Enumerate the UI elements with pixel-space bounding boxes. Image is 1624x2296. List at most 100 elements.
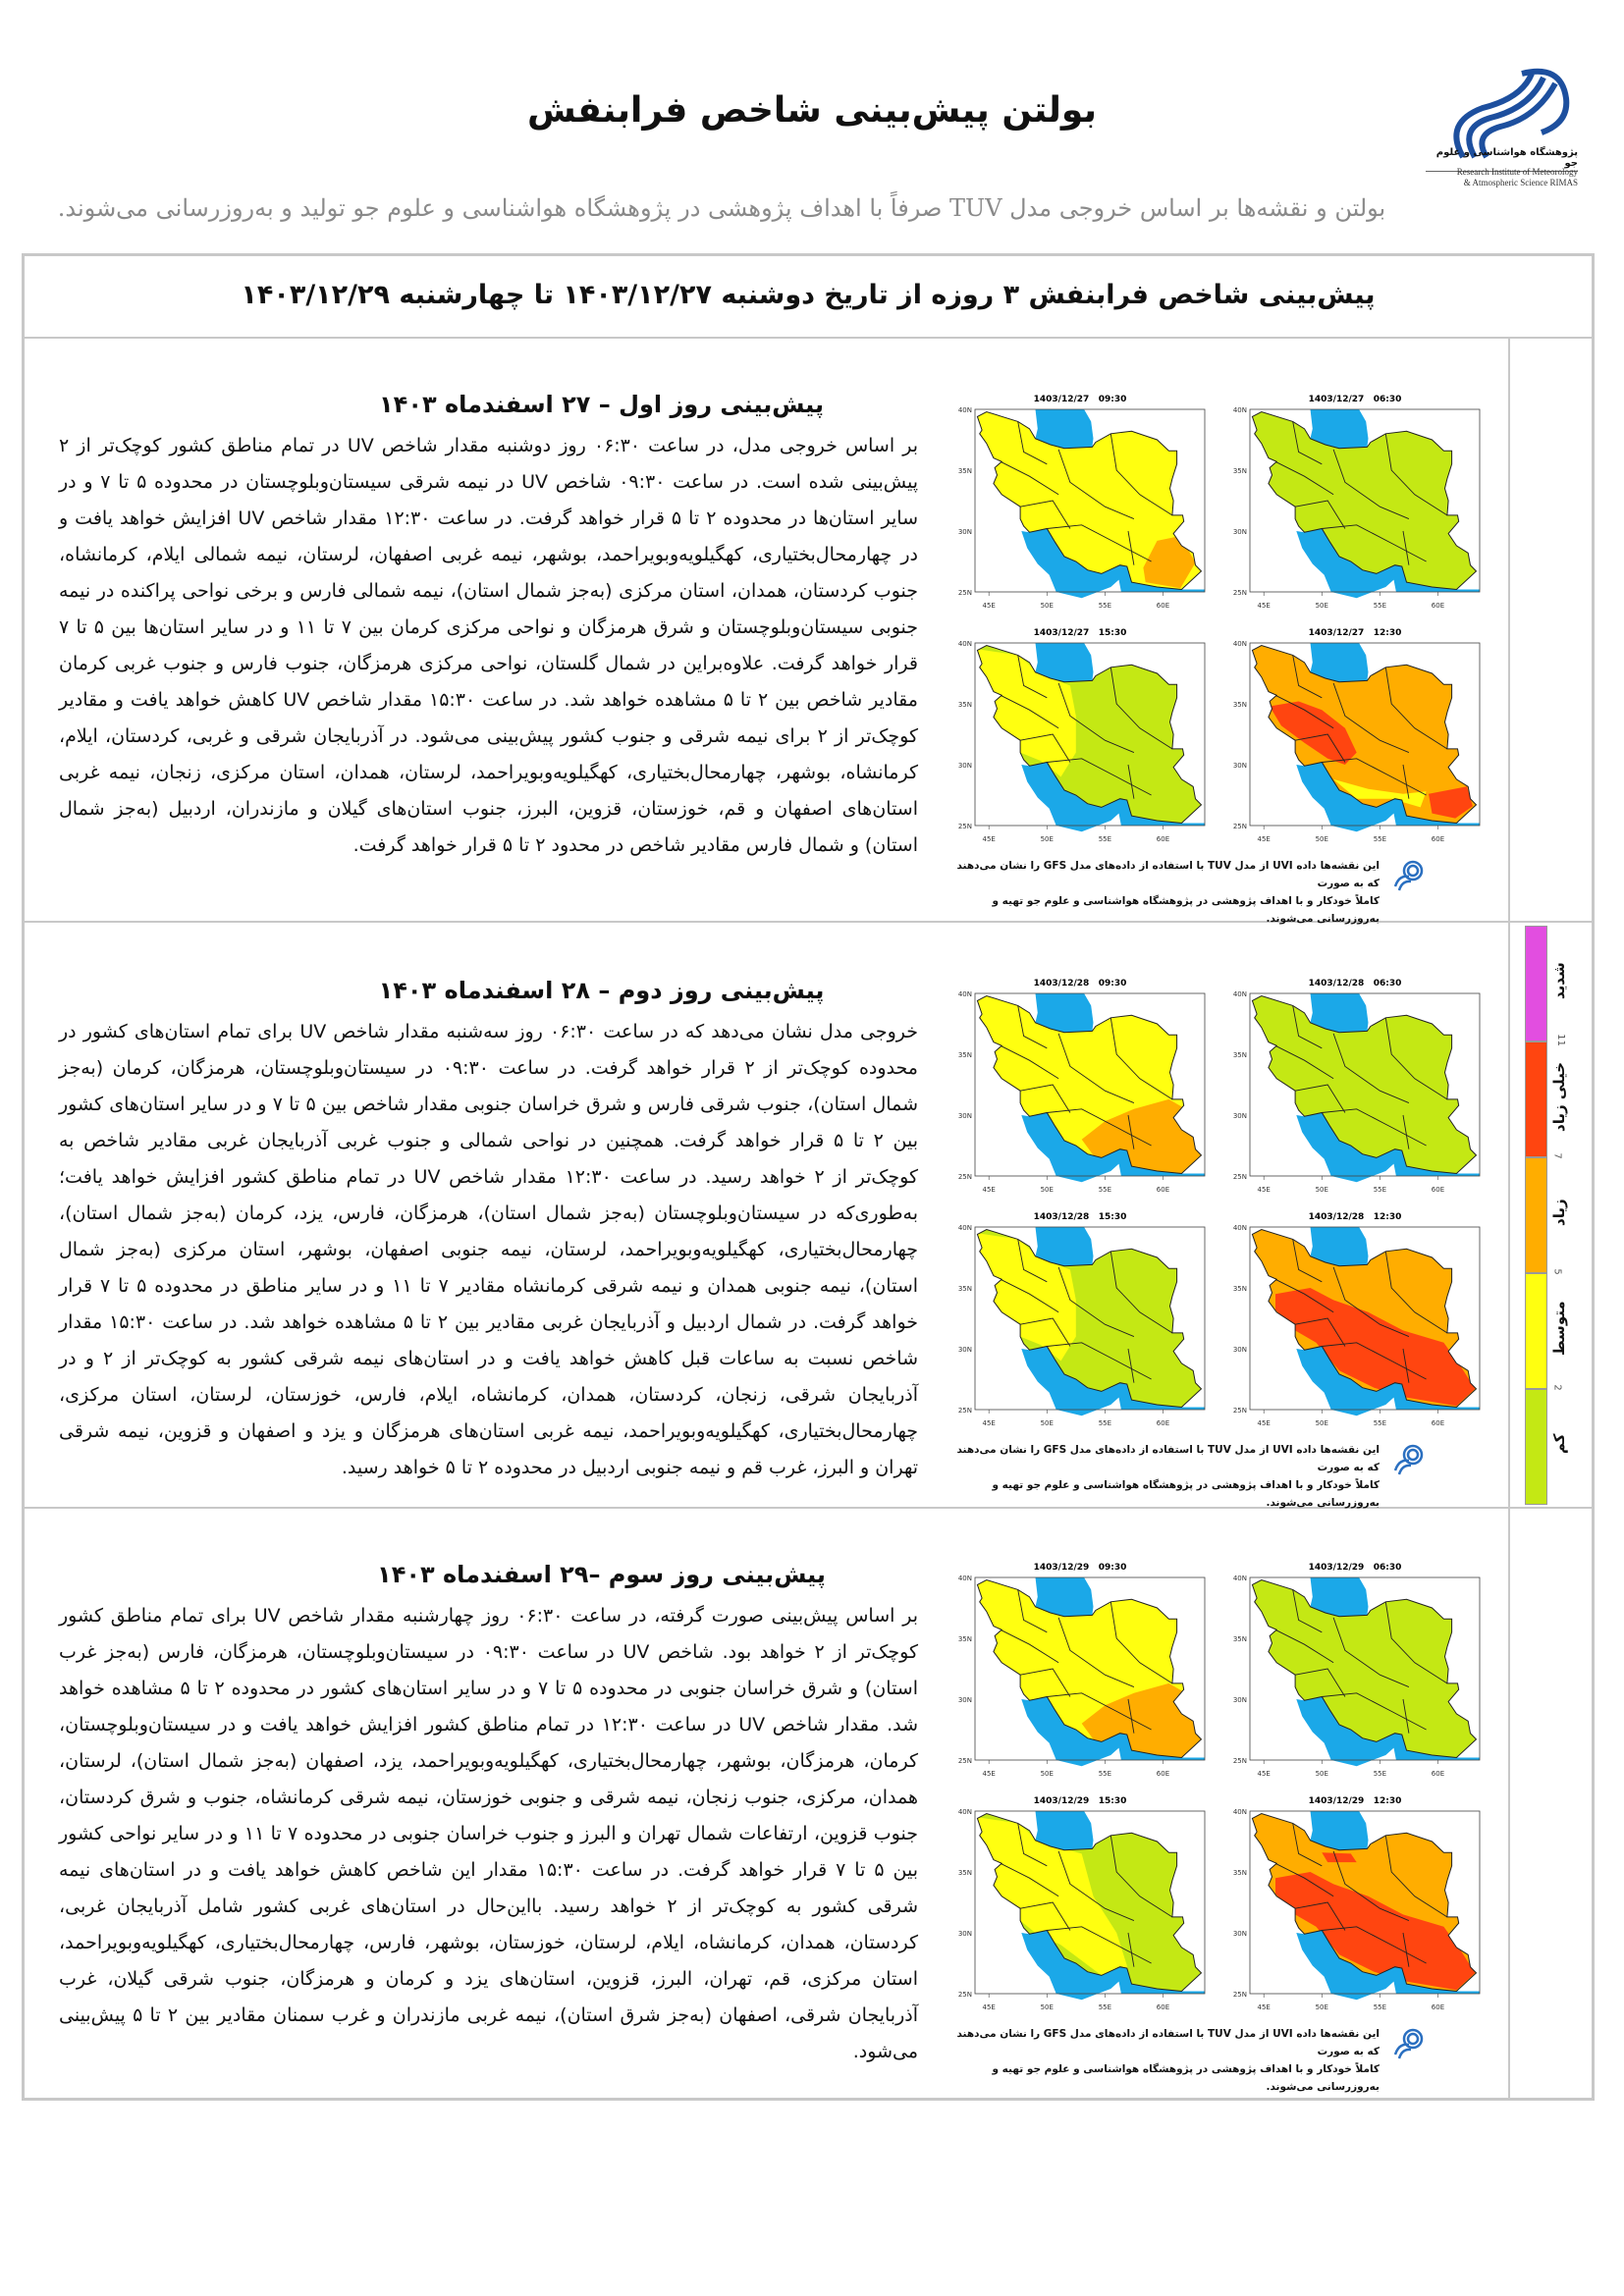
lat-tick-label: 30N bbox=[1233, 1112, 1247, 1120]
province-border bbox=[1127, 764, 1135, 799]
lon-tick-label: 45E bbox=[1258, 602, 1271, 610]
province-border bbox=[1020, 1317, 1071, 1347]
uv-level-area-very_high bbox=[1275, 1872, 1476, 1991]
province-border bbox=[1274, 1278, 1334, 1313]
lat-tick-label: 30N bbox=[958, 1696, 972, 1704]
day-forecast-text: بر اساس پیش‌بینی صورت گرفته، در ساعت ۰۶:… bbox=[59, 1605, 919, 2062]
lat-tick-label: 35N bbox=[1233, 1635, 1247, 1643]
map-caption-line1: این نقشه‌ها داده UVI از مدل TUV با استفا… bbox=[956, 1444, 1380, 1473]
map-frame bbox=[974, 1576, 1206, 1761]
uv-map-panel: 1403/12/27 09:30 40N 35N 30N 25N 45E 50E 55E 60E bbox=[947, 388, 1213, 623]
lat-tick-label: 25N bbox=[958, 823, 972, 830]
lat-tick-label: 30N bbox=[1233, 762, 1247, 770]
province-border bbox=[1402, 1348, 1410, 1383]
province-border bbox=[1295, 500, 1346, 529]
legend-threshold: 2 bbox=[1551, 1384, 1563, 1391]
map-timestamp: 1403/12/29 09:30 bbox=[1034, 1563, 1127, 1573]
lat-tick-label: 25N bbox=[1233, 1407, 1247, 1415]
legend-label-moderate: متوسط bbox=[1550, 1301, 1568, 1356]
lat-tick-label: 35N bbox=[1233, 1051, 1247, 1059]
lat-tick-label: 25N bbox=[958, 1991, 972, 1999]
province-border bbox=[1047, 1342, 1152, 1380]
persian-gulf bbox=[1021, 528, 1205, 599]
lat-tick-label: 30N bbox=[1233, 1696, 1247, 1704]
lon-tick-label: 50E bbox=[1041, 602, 1054, 610]
day-forecast-text: خروجی مدل نشان می‌دهد که در ساعت ۰۶:۳۰ ر… bbox=[59, 1021, 919, 1478]
legend-threshold: 11 bbox=[1554, 1034, 1566, 1046]
lat-tick-label: 35N bbox=[1233, 701, 1247, 709]
province-border bbox=[1274, 1044, 1334, 1080]
province-border bbox=[1295, 733, 1346, 763]
lon-tick-label: 55E bbox=[1099, 1186, 1111, 1194]
province-border bbox=[1332, 1850, 1410, 1922]
lon-tick-label: 55E bbox=[1099, 1770, 1111, 1778]
uv-map: 1403/12/27 06:30 40N 35N 30N 25N 45E 50E 55E 60E bbox=[1233, 395, 1481, 610]
province-border bbox=[1332, 1617, 1410, 1688]
map-frame bbox=[974, 1226, 1206, 1411]
lon-tick-label: 55E bbox=[1374, 2003, 1386, 2011]
uv-level-area-high bbox=[1143, 536, 1196, 589]
caspian-sea bbox=[1310, 409, 1369, 449]
legend-threshold: 7 bbox=[1551, 1152, 1563, 1159]
uv-map-panel: 1403/12/27 15:30 40N 35N 30N 25N 45E 50E 55E 60E bbox=[947, 621, 1213, 857]
lon-tick-label: 45E bbox=[1258, 1419, 1271, 1427]
persian-gulf bbox=[1021, 1112, 1205, 1183]
country-border bbox=[976, 994, 1203, 1175]
map-caption-line2: کاملاً خودکار و با اهداف پژوهشی در پژوهش… bbox=[992, 895, 1380, 925]
province-border bbox=[1017, 655, 1048, 699]
map-frame bbox=[1249, 642, 1481, 827]
province-border bbox=[1292, 655, 1323, 699]
province-border bbox=[1020, 733, 1071, 763]
province-border bbox=[1384, 1835, 1448, 1918]
caspian-sea bbox=[1035, 409, 1094, 449]
uv-map: 1403/12/28 15:30 40N 35N 30N 25N 45E 50E 55E 60E bbox=[958, 1212, 1206, 1427]
province-border bbox=[1295, 1084, 1346, 1113]
uv-level-area-moderate bbox=[1333, 778, 1427, 808]
country-border bbox=[976, 1228, 1203, 1409]
uv-level-area-very_high bbox=[1322, 1852, 1357, 1863]
province-border bbox=[1057, 449, 1135, 520]
uv-map-panel: 1403/12/28 15:30 40N 35N 30N 25N 45E 50E 55E 60E bbox=[947, 1205, 1213, 1441]
lon-tick-label: 55E bbox=[1374, 835, 1386, 843]
caspian-sea bbox=[1035, 643, 1094, 682]
country-border bbox=[1251, 994, 1478, 1175]
country-border bbox=[1251, 1228, 1478, 1409]
province-border bbox=[1000, 1044, 1059, 1080]
province-border bbox=[1332, 1033, 1410, 1104]
bulletin-title: بولتن پیش‌بینی شاخص فرابنفش bbox=[526, 90, 1098, 131]
map-caption: این نقشه‌ها داده UVI از مدل TUV با استفا… bbox=[947, 1441, 1380, 1512]
legend-swatch-high bbox=[1525, 1157, 1547, 1273]
persian-gulf bbox=[1296, 1346, 1480, 1416]
lat-tick-label: 30N bbox=[1233, 528, 1247, 536]
province-border bbox=[1057, 1033, 1135, 1104]
province-border bbox=[1322, 758, 1427, 796]
province-border bbox=[1292, 1239, 1323, 1283]
province-border bbox=[1000, 1862, 1059, 1897]
uv-map: 1403/12/27 15:30 40N 35N 30N 25N 45E 50E 55E 60E bbox=[958, 628, 1206, 843]
caspian-sea bbox=[1035, 1577, 1094, 1617]
country-border bbox=[976, 644, 1203, 825]
lat-tick-label: 25N bbox=[1233, 823, 1247, 830]
province-border bbox=[1017, 1005, 1048, 1049]
country-border bbox=[1251, 644, 1478, 825]
caspian-sea bbox=[1310, 1227, 1369, 1266]
uv-level-base-low bbox=[1252, 411, 1477, 590]
province-border bbox=[1402, 764, 1410, 799]
province-border bbox=[1292, 421, 1323, 465]
province-border bbox=[1384, 1251, 1448, 1334]
legend-swatch-extreme bbox=[1525, 926, 1547, 1041]
uv-map-panel: 1403/12/29 09:30 40N 35N 30N 25N 45E 50E 55E 60E bbox=[947, 1556, 1213, 1791]
lat-tick-label: 40N bbox=[1233, 990, 1247, 998]
lon-tick-label: 55E bbox=[1374, 602, 1386, 610]
map-frame bbox=[1249, 1810, 1481, 1995]
day-title: پیش‌بینی روز سوم –۲۹ اسفندماه ۱۴۰۳ bbox=[377, 1561, 826, 1588]
uv-map: 1403/12/27 12:30 40N 35N 30N 25N 45E 50E 55E 60E bbox=[1233, 628, 1481, 843]
lat-tick-label: 40N bbox=[1233, 1808, 1247, 1816]
persian-gulf bbox=[1021, 1696, 1205, 1767]
province-border bbox=[1332, 682, 1410, 754]
uv-map: 1403/12/28 12:30 40N 35N 30N 25N 45E 50E 55E 60E bbox=[1233, 1212, 1481, 1427]
uv-map: 1403/12/29 12:30 40N 35N 30N 25N 45E 50E 55E 60E bbox=[1233, 1796, 1481, 2011]
map-timestamp: 1403/12/28 06:30 bbox=[1309, 979, 1402, 988]
province-border bbox=[1274, 460, 1334, 496]
country-border bbox=[976, 1812, 1203, 1993]
